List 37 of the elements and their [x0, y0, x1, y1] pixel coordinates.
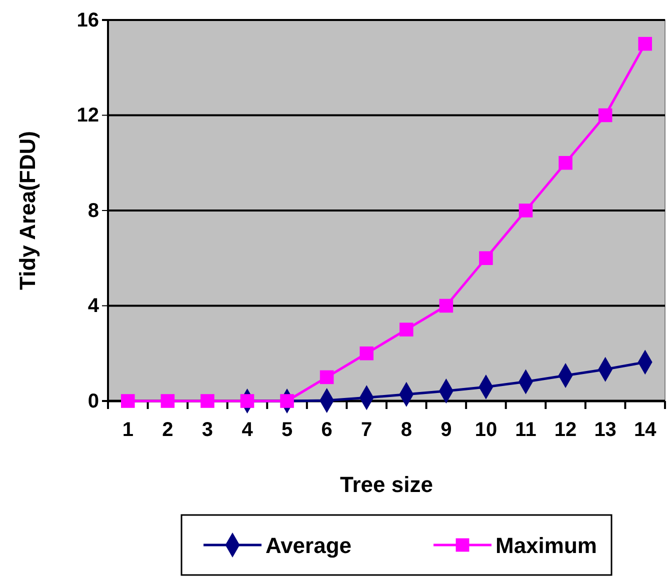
y-tick-label: 16 — [76, 9, 99, 32]
point — [518, 204, 533, 218]
point — [160, 394, 175, 408]
x-axis-title: Tree size — [340, 472, 433, 497]
point — [439, 298, 454, 313]
y-axis-title: Tidy Area(FDU) — [15, 131, 40, 290]
point — [121, 394, 135, 408]
x-tick-label: 11 — [515, 419, 536, 441]
x-tick-label: 5 — [281, 419, 293, 441]
y-tick-label: 8 — [88, 200, 99, 222]
legend-label: Average — [266, 533, 352, 558]
x-tick-label: 1 — [122, 419, 134, 441]
x-tick-label: 2 — [162, 419, 174, 441]
point — [240, 394, 254, 408]
point — [360, 346, 374, 360]
point — [200, 394, 214, 408]
point — [280, 394, 294, 408]
y-tick-label: 0 — [88, 390, 99, 412]
x-tick-label: 12 — [554, 419, 577, 441]
x-tick-label: 9 — [440, 419, 452, 441]
legend-label: Maximum — [496, 533, 597, 558]
x-tick-label: 6 — [321, 419, 332, 441]
x-tick-label: 4 — [242, 419, 254, 441]
x-tick-label: 8 — [400, 419, 412, 441]
y-tick-label: 12 — [76, 104, 99, 127]
x-tick-label: 7 — [361, 419, 372, 441]
point — [320, 370, 334, 384]
point — [638, 36, 652, 51]
point — [479, 251, 493, 266]
point — [558, 156, 572, 170]
point — [400, 322, 414, 336]
x-tick-label: 10 — [474, 419, 498, 441]
x-tick-label: 3 — [202, 419, 214, 441]
y-tick-label: 4 — [88, 295, 100, 318]
x-tick-label: 14 — [634, 419, 658, 441]
point — [598, 108, 612, 122]
x-tick-label: 13 — [594, 419, 616, 441]
